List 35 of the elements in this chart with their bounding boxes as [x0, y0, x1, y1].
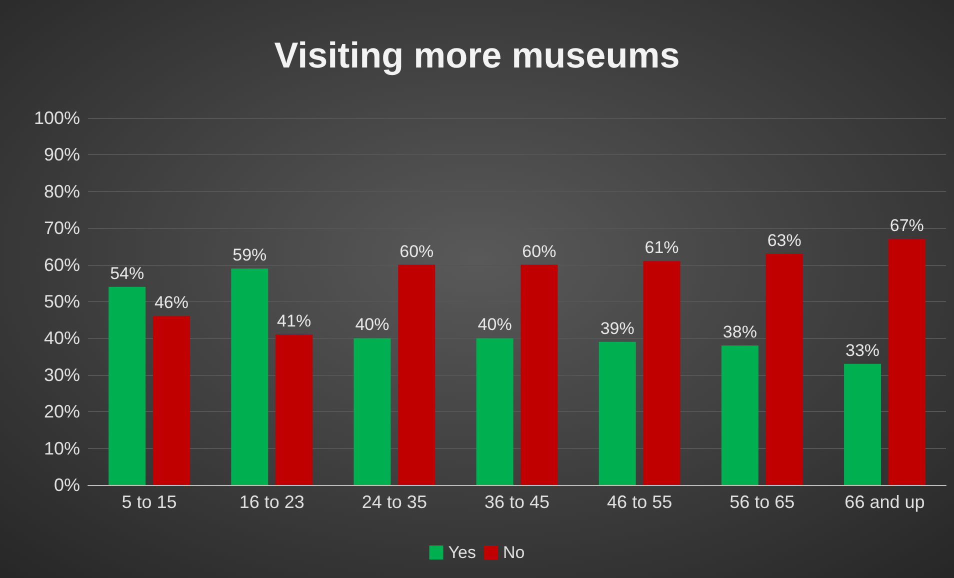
y-tick-label: 70%: [44, 218, 80, 238]
y-tick-label: 10%: [44, 438, 80, 458]
legend-label: No: [503, 543, 525, 562]
y-tick-label: 20%: [44, 402, 80, 422]
data-label: 60%: [522, 242, 556, 261]
x-tick-label: 66 and up: [844, 492, 925, 512]
y-tick-label: 90%: [44, 144, 80, 165]
y-tick-label: 30%: [44, 364, 80, 385]
x-tick-label: 16 to 23: [239, 492, 304, 512]
data-label: 40%: [478, 315, 512, 334]
chart-title: Visiting more museums: [274, 34, 680, 76]
y-tick-label: 50%: [44, 292, 80, 312]
x-tick-label: 56 to 65: [730, 492, 795, 512]
x-tick-label: 24 to 35: [362, 492, 427, 512]
data-label: 46%: [154, 293, 188, 312]
x-tick-label: 46 to 55: [607, 492, 672, 512]
data-label: 40%: [355, 315, 390, 334]
data-label: 33%: [846, 340, 880, 360]
data-label: 60%: [400, 242, 434, 261]
x-tick-label: 36 to 45: [484, 492, 550, 512]
data-label: 67%: [890, 216, 924, 236]
y-tick-label: 60%: [44, 254, 80, 275]
data-label: 38%: [722, 322, 757, 342]
data-label: 63%: [767, 230, 802, 250]
y-tick-label: 0%: [54, 475, 80, 495]
y-tick-label: 80%: [44, 181, 80, 202]
data-label: 41%: [277, 312, 312, 331]
data-label: 59%: [232, 245, 267, 264]
y-tick-label: 100%: [34, 108, 80, 128]
data-label: 39%: [600, 318, 634, 338]
data-label: 54%: [110, 264, 144, 283]
y-tick-label: 40%: [44, 328, 80, 348]
legend-label: Yes: [448, 543, 476, 562]
data-label: 61%: [644, 238, 679, 258]
x-tick-label: 5 to 15: [122, 492, 177, 512]
